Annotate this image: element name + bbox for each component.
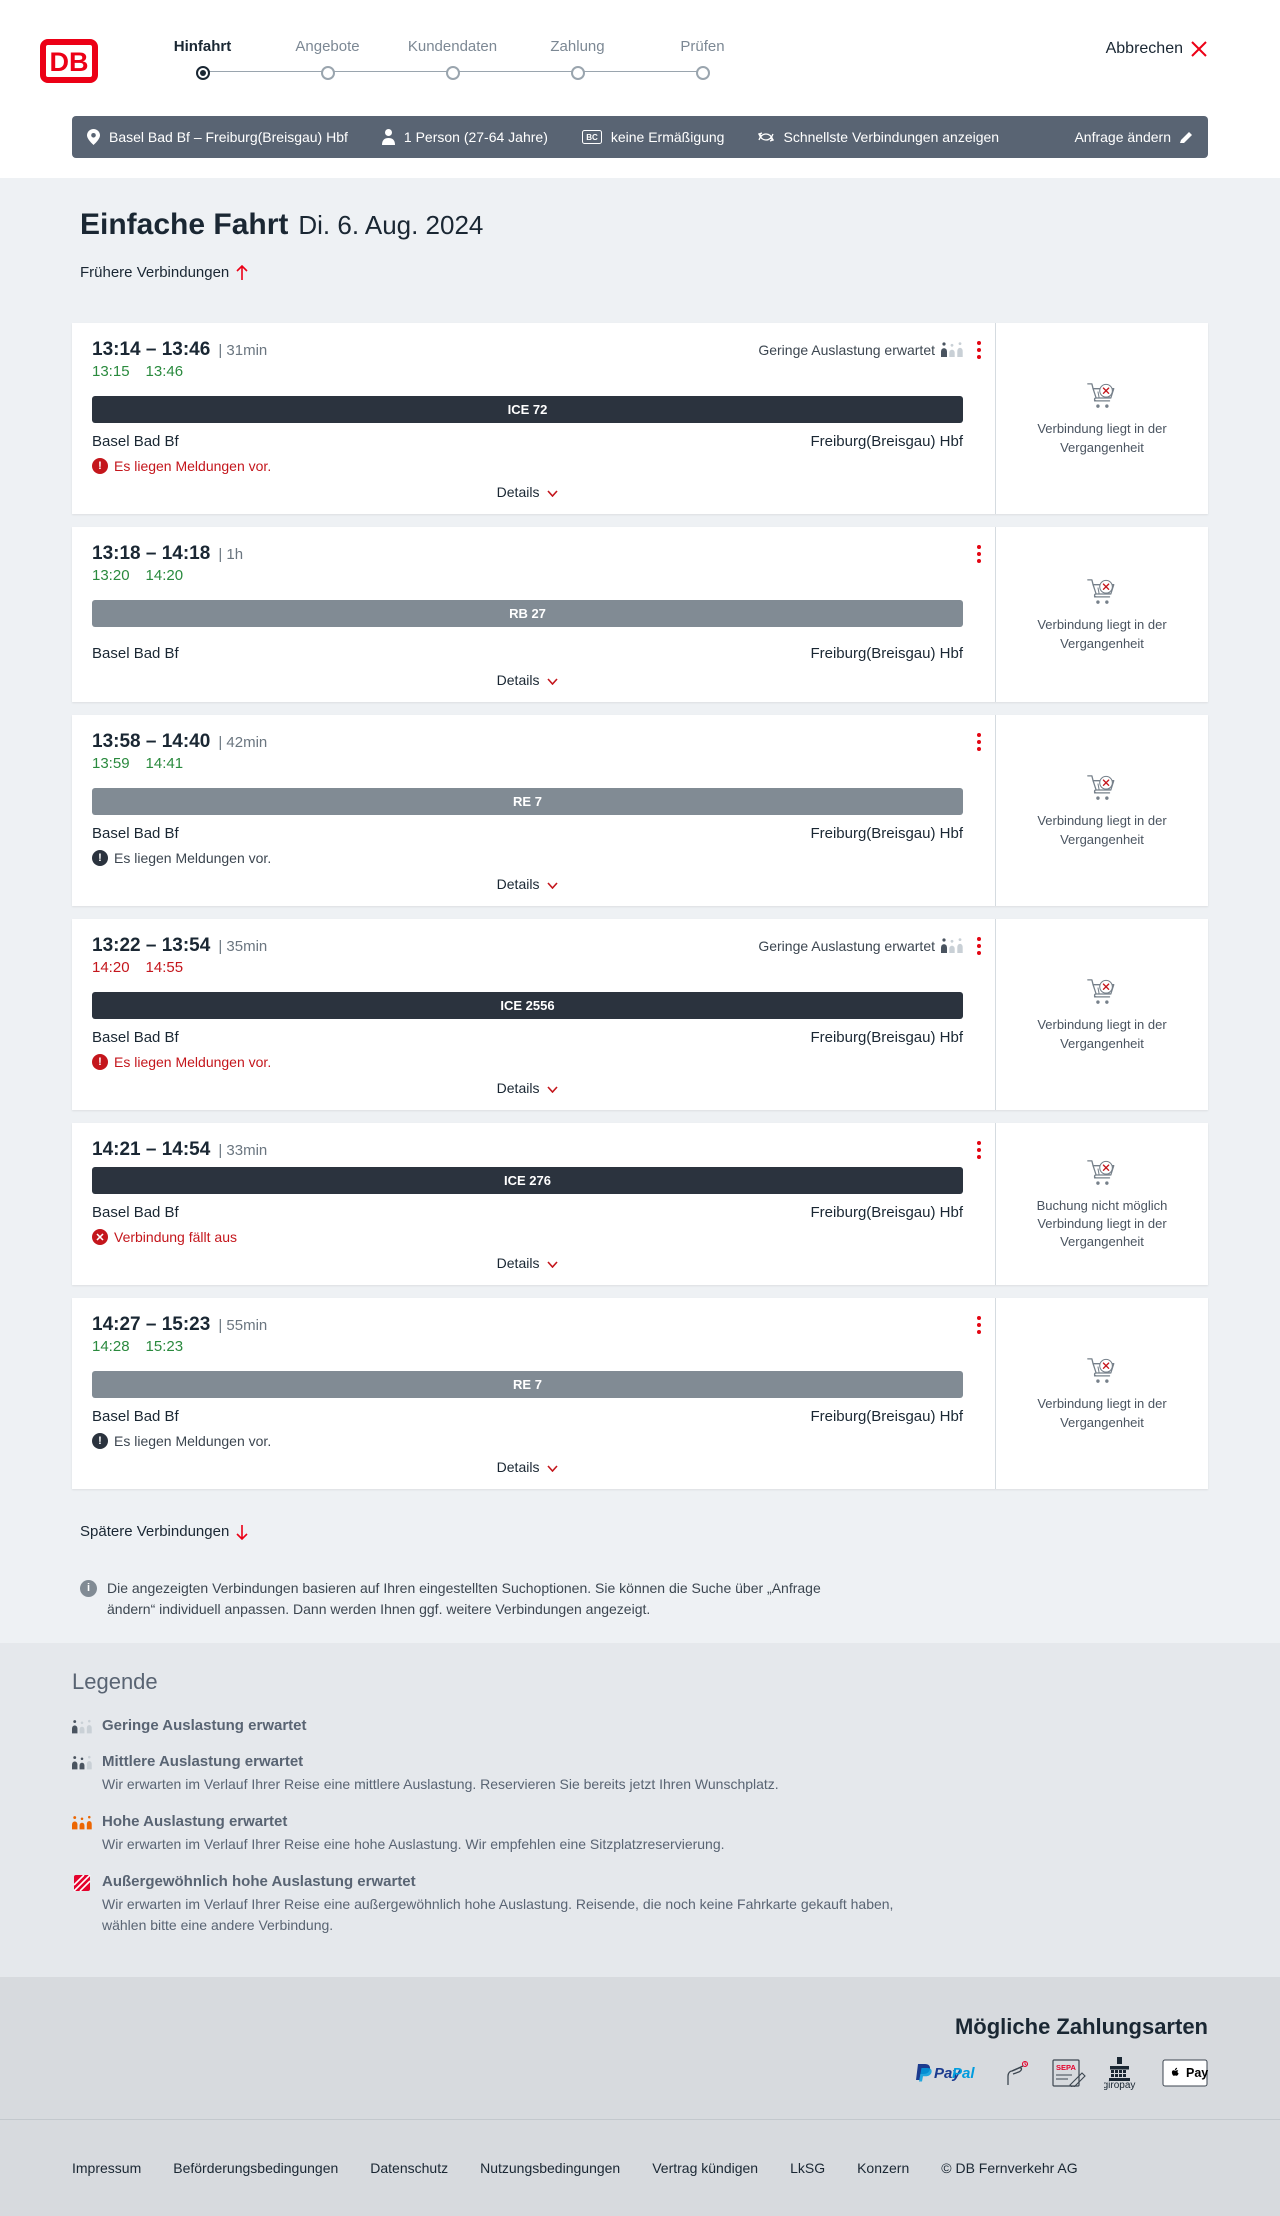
svg-text:SEPA: SEPA bbox=[1056, 2063, 1076, 2072]
svg-text:DB: DB bbox=[50, 47, 89, 77]
svg-text:Pal: Pal bbox=[952, 2065, 975, 2082]
svg-text:Pay: Pay bbox=[1186, 2066, 1208, 2080]
svg-text:BC: BC bbox=[586, 133, 598, 142]
svg-text:giropay: giropay bbox=[1104, 2080, 1135, 2090]
